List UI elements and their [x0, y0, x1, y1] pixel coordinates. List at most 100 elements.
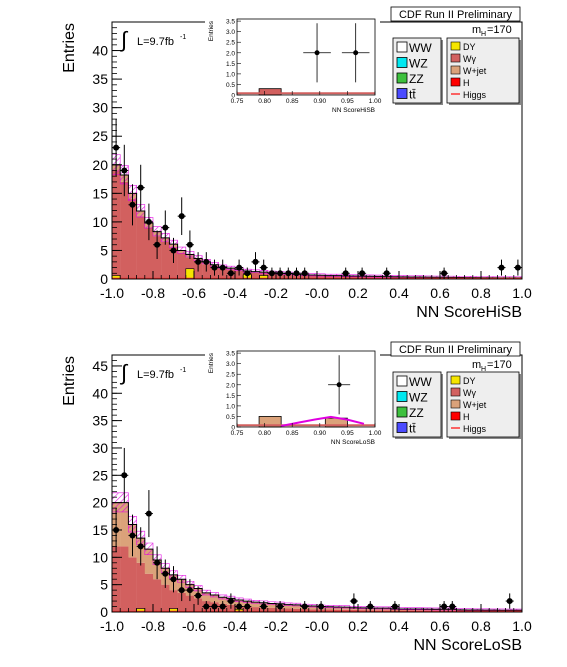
- legend2-label-2: W+jet: [463, 400, 487, 410]
- inset-y-tick-label: 2.0: [226, 382, 235, 389]
- legend-swatch-1: [396, 57, 408, 68]
- data-point-13: [219, 603, 226, 610]
- inset-y-tick-label: 2.5: [226, 372, 235, 379]
- data-point-15: [236, 264, 243, 271]
- x-tick-label: -0.0: [305, 285, 329, 301]
- data-point-11: [203, 603, 210, 610]
- data-point-12: [211, 264, 218, 271]
- inset-y-tick-label: 1.0: [226, 403, 235, 410]
- data-point-5: [154, 559, 161, 566]
- data-point-18: [277, 603, 284, 610]
- data-point-12: [211, 603, 218, 610]
- inset-x-tick-label: 0.80: [258, 430, 271, 437]
- legend-swatch-3: [396, 88, 408, 99]
- inset-x-tick-label: 0.90: [313, 98, 326, 105]
- x-tick-label: -0.0: [305, 618, 329, 634]
- bar-W-3: [136, 216, 145, 279]
- bar-W-0: [112, 170, 121, 279]
- bar-W+jet-21: [284, 604, 293, 609]
- y-tick-label: 25: [92, 467, 108, 483]
- bar-W-17: [251, 607, 260, 612]
- bar-W-7: [169, 590, 178, 612]
- y-tick-label: 15: [92, 522, 108, 538]
- y-tick-label: 5: [100, 242, 108, 258]
- lumi-superscript: -1: [180, 367, 186, 374]
- bar-W-24: [308, 275, 318, 279]
- legend-label-3: tt̄: [409, 88, 416, 102]
- data-point-4: [145, 510, 152, 517]
- legend2-swatch-1: [450, 53, 461, 63]
- y-tick-label: 10: [92, 549, 108, 565]
- data-point-25: [449, 603, 456, 610]
- data-point-9: [186, 241, 193, 248]
- legend-label-1: WZ: [409, 57, 428, 71]
- inset-x-tick-label: 0.80: [258, 98, 271, 105]
- legend2-label-2: W+jet: [463, 66, 487, 76]
- mass-label-value: =170: [487, 24, 512, 36]
- bar-W-4: [144, 573, 154, 612]
- bar-W-7: [169, 247, 178, 279]
- y-tick-label: 30: [92, 440, 108, 456]
- y-tick-label: 10: [92, 214, 108, 230]
- y-tick-label: 20: [92, 495, 108, 511]
- bar-W+jet-4: [144, 549, 154, 574]
- legend2-label-1: Wγ: [463, 388, 476, 398]
- inset-background: [205, 337, 380, 452]
- lumi-label: L=9.7fb: [137, 36, 174, 48]
- bar-W-9: [185, 257, 195, 279]
- inset-x-tick-label: 0.90: [313, 430, 326, 437]
- x-tick-label: 1.0: [512, 285, 532, 301]
- x-tick-label: 0.6: [430, 285, 450, 301]
- y-tick-label: 20: [92, 157, 108, 173]
- x-tick-label: -0.6: [182, 618, 206, 634]
- legend2-swatch-0: [450, 41, 461, 51]
- bar-W-5: [153, 579, 162, 612]
- mass-label-prefix: m: [472, 24, 481, 36]
- x-tick-label: 0.4: [389, 618, 409, 634]
- data-point-8: [178, 213, 185, 220]
- data-point-20: [277, 270, 284, 277]
- legend-label-2: ZZ: [409, 72, 424, 86]
- data-point-15: [236, 603, 243, 610]
- mass-label-sub: H: [481, 366, 486, 373]
- y-tick-label: 30: [92, 100, 108, 116]
- bar-W+jet-19: [267, 603, 277, 608]
- data-point-13: [219, 264, 226, 271]
- inset-y-tick-label: 0: [231, 93, 235, 100]
- data-point-26: [383, 270, 390, 277]
- x-tick-label: -0.2: [264, 618, 288, 634]
- integral-symbol: ∫: [119, 360, 129, 385]
- inset-y-tick-label: 2.5: [226, 40, 235, 47]
- data-point-19: [301, 603, 308, 610]
- legend-label-0: WW: [409, 375, 432, 389]
- data-point-28: [498, 264, 505, 271]
- legend-label-1: WZ: [409, 391, 428, 405]
- bar-W+jet-24: [308, 605, 318, 610]
- data-point-2: [129, 532, 136, 539]
- data-point-27: [441, 270, 448, 277]
- bar-W-25: [317, 275, 326, 279]
- data-point-3: [137, 184, 144, 191]
- inset-y-tick-label: 3.0: [226, 29, 235, 36]
- bar-W+jet-12: [210, 595, 219, 603]
- legend-label-2: ZZ: [409, 406, 424, 420]
- data-point-4: [145, 218, 152, 225]
- chart-panel-1: -1.0 -0.8 -0.6 -0.4 -0.2 -0.0 0.2 0.4 0.6 0.8 1.00…: [61, 5, 532, 321]
- inset-x-tick-label: 0.95: [341, 430, 354, 437]
- inset-frame: [236, 18, 376, 96]
- x-tick-label: -0.8: [141, 285, 165, 301]
- y-tick-label: 0: [100, 604, 108, 620]
- x-tick-label: 0.2: [348, 618, 368, 634]
- bar-W-9: [185, 595, 195, 612]
- bar-W-22: [292, 608, 301, 612]
- x-tick-label: -1.0: [100, 285, 124, 301]
- bar-W+jet-13: [218, 597, 227, 604]
- bar-W-1: [120, 546, 129, 612]
- chart-panel-2: -1.0 -0.8 -0.6 -0.4 -0.2 -0.0 0.2 0.4 0.6 0.8 1.00…: [61, 337, 532, 654]
- bar-W-1: [120, 181, 129, 279]
- header-text: CDF Run II Preliminary: [399, 344, 513, 356]
- legend2-label-3: H: [463, 78, 470, 88]
- data-point-14: [227, 270, 234, 277]
- legend2-label-3: H: [463, 412, 470, 422]
- header-box: [390, 341, 521, 357]
